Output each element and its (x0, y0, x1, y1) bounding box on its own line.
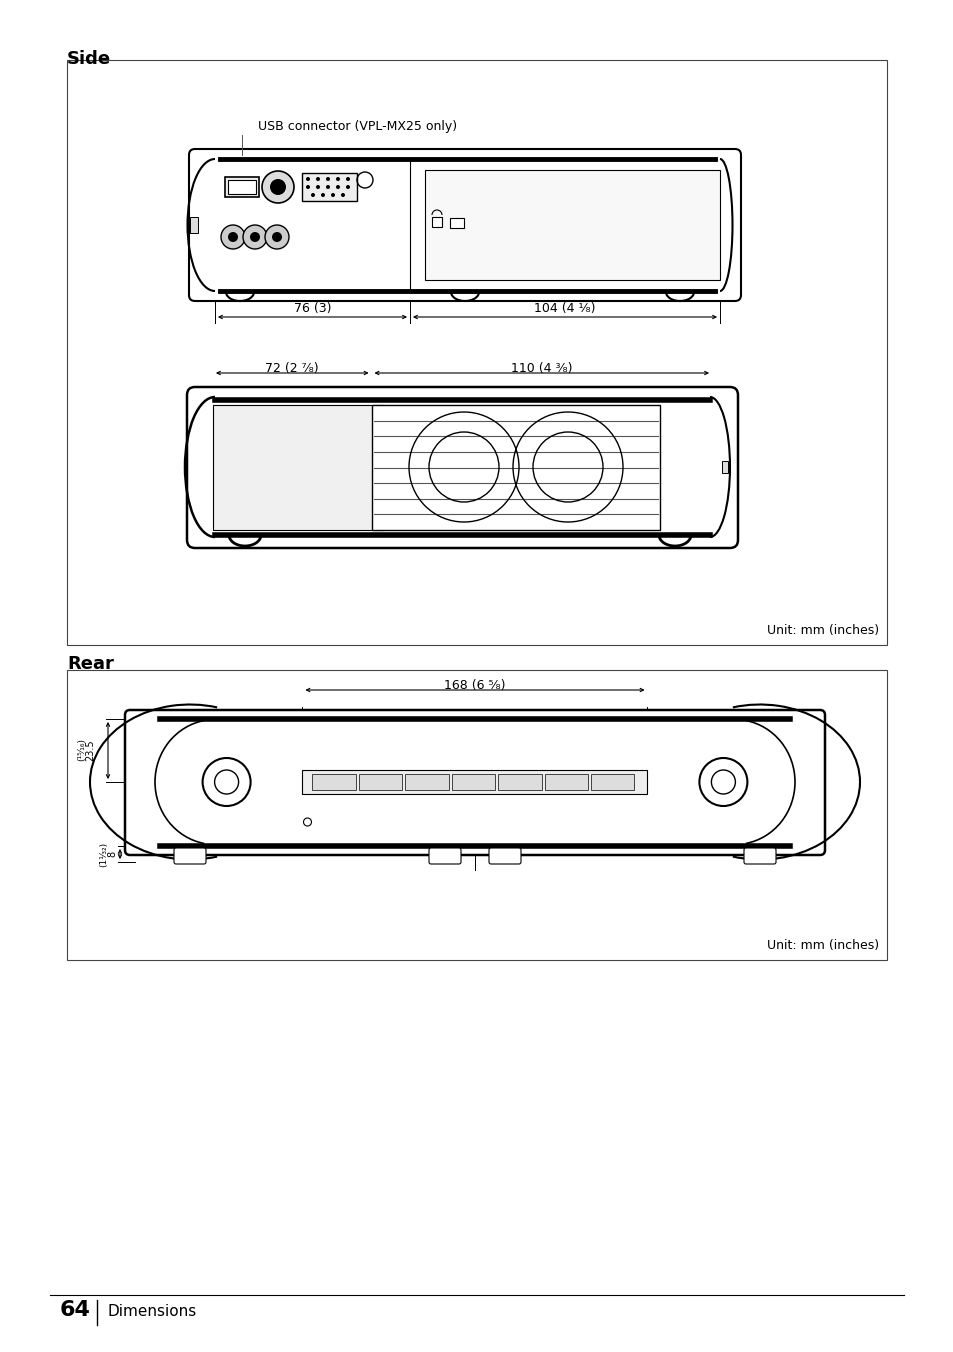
Circle shape (306, 177, 310, 181)
Bar (302, 173, 356, 201)
Circle shape (306, 185, 310, 189)
Bar (371, 406, 659, 530)
Circle shape (228, 233, 237, 242)
Bar (67, 59, 886, 645)
Text: Unit: mm (inches): Unit: mm (inches) (766, 625, 878, 637)
Circle shape (326, 177, 330, 181)
Circle shape (243, 224, 267, 249)
Circle shape (346, 185, 350, 189)
Circle shape (250, 233, 260, 242)
Circle shape (262, 170, 294, 203)
Text: (¹⁵⁄₁₆): (¹⁵⁄₁₆) (77, 738, 87, 761)
Bar (190, 218, 198, 233)
FancyBboxPatch shape (489, 848, 520, 864)
Bar (721, 461, 727, 473)
Bar (358, 773, 402, 790)
Circle shape (335, 185, 339, 189)
FancyBboxPatch shape (429, 848, 460, 864)
Circle shape (272, 233, 282, 242)
FancyBboxPatch shape (187, 387, 738, 548)
Bar (405, 773, 448, 790)
Bar (302, 771, 647, 794)
Circle shape (315, 177, 319, 181)
Circle shape (320, 193, 325, 197)
Text: Side: Side (67, 50, 111, 68)
Circle shape (340, 193, 345, 197)
Circle shape (346, 177, 350, 181)
Circle shape (331, 193, 335, 197)
FancyBboxPatch shape (125, 710, 824, 854)
Circle shape (270, 178, 286, 195)
FancyBboxPatch shape (743, 848, 775, 864)
Text: 72 (2 ⁷⁄₈): 72 (2 ⁷⁄₈) (265, 362, 318, 375)
Circle shape (326, 185, 330, 189)
Bar (424, 170, 720, 280)
Bar (591, 773, 634, 790)
Text: 104 (4 ¹⁄₈): 104 (4 ¹⁄₈) (534, 301, 595, 315)
Text: Rear: Rear (67, 654, 113, 673)
Circle shape (311, 193, 314, 197)
Bar (450, 218, 463, 228)
FancyBboxPatch shape (173, 848, 206, 864)
Text: 64: 64 (60, 1301, 91, 1320)
Text: Dimensions: Dimensions (108, 1305, 197, 1320)
Text: USB connector (VPL-MX25 only): USB connector (VPL-MX25 only) (257, 120, 456, 132)
Bar (432, 218, 441, 227)
Bar (313, 773, 355, 790)
Bar (213, 406, 384, 530)
Circle shape (265, 224, 289, 249)
Bar (544, 773, 587, 790)
Bar (497, 773, 541, 790)
Text: 8: 8 (107, 850, 117, 857)
Text: Unit: mm (inches): Unit: mm (inches) (766, 940, 878, 952)
Bar (225, 177, 258, 197)
Circle shape (335, 177, 339, 181)
Circle shape (221, 224, 245, 249)
FancyBboxPatch shape (189, 149, 740, 301)
Bar (452, 773, 495, 790)
Text: 76 (3): 76 (3) (294, 301, 331, 315)
Circle shape (315, 185, 319, 189)
Bar (228, 180, 255, 193)
Text: 23.5: 23.5 (85, 740, 95, 761)
Bar (67, 671, 886, 960)
Text: 110 (4 ³⁄₈): 110 (4 ³⁄₈) (511, 362, 572, 375)
Text: 168 (6 ⁵⁄₈): 168 (6 ⁵⁄₈) (444, 679, 505, 692)
Text: (1¹⁄₃₂): (1¹⁄₃₂) (99, 841, 109, 867)
